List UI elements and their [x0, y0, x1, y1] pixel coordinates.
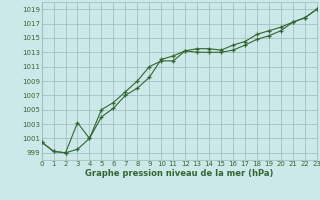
X-axis label: Graphe pression niveau de la mer (hPa): Graphe pression niveau de la mer (hPa) — [85, 169, 273, 178]
